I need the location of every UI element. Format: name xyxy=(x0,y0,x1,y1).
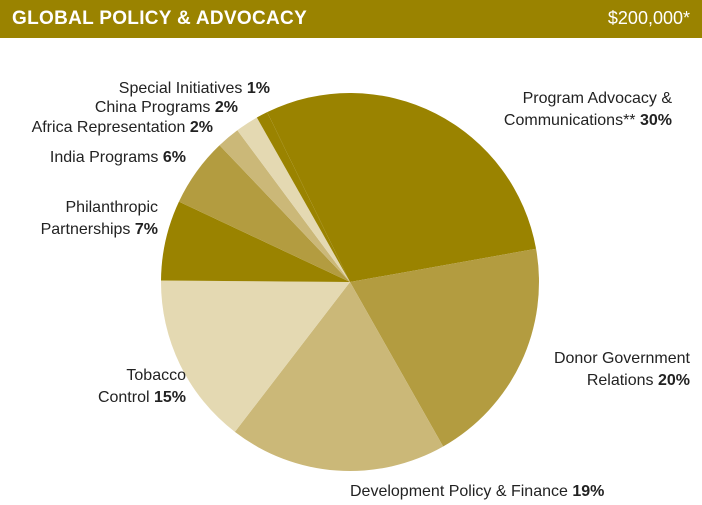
value-label: 6% xyxy=(162,149,186,166)
pie-slice xyxy=(234,282,444,471)
category-name: Special Initiatives xyxy=(118,80,243,97)
pie-slice xyxy=(256,112,350,282)
category-name: Tobacco Control xyxy=(97,367,186,406)
category-name: Donor Government Relations xyxy=(553,350,690,389)
header-bar: GLOBAL POLICY & ADVOCACY $200,000* xyxy=(0,0,702,38)
pie-slice xyxy=(219,130,350,282)
value-label: 30% xyxy=(639,112,672,129)
category-name: Philanthropic Partnerships xyxy=(40,199,158,238)
pie-slice xyxy=(178,145,350,282)
slice-label: Africa Representation 2% xyxy=(32,117,213,139)
chart-title: GLOBAL POLICY & ADVOCACY xyxy=(12,8,308,29)
value-label: 19% xyxy=(572,483,605,500)
slice-label: Program Advocacy & Communications** 30% xyxy=(504,88,672,132)
pie-slice xyxy=(161,201,350,282)
slice-label: Philanthropic Partnerships 7% xyxy=(41,197,158,241)
category-name: Program Advocacy & Communications** xyxy=(503,90,672,129)
category-name: Development Policy & Finance xyxy=(350,483,568,500)
value-label: 1% xyxy=(246,80,270,97)
category-name: India Programs xyxy=(49,149,159,166)
value-label: 15% xyxy=(153,389,186,406)
value-label: 7% xyxy=(134,221,158,238)
slice-label: China Programs 2% xyxy=(95,97,238,119)
pie-slice xyxy=(237,117,350,282)
pie-slice xyxy=(267,93,537,282)
value-label: 2% xyxy=(214,99,238,116)
slice-label: India Programs 6% xyxy=(50,147,186,169)
slice-label: Special Initiatives 1% xyxy=(119,78,270,100)
slice-label: Development Policy & Finance 19% xyxy=(350,481,604,503)
category-name: China Programs xyxy=(94,99,211,116)
pie-slice xyxy=(161,280,350,432)
slice-label: Donor Government Relations 20% xyxy=(554,348,690,392)
category-name: Africa Representation xyxy=(31,119,186,136)
slice-label: Tobacco Control 15% xyxy=(98,365,186,409)
chart-subtitle: $200,000* xyxy=(607,8,690,28)
value-label: 20% xyxy=(657,372,690,389)
value-label: 2% xyxy=(189,119,213,136)
pie-slice xyxy=(350,248,539,447)
